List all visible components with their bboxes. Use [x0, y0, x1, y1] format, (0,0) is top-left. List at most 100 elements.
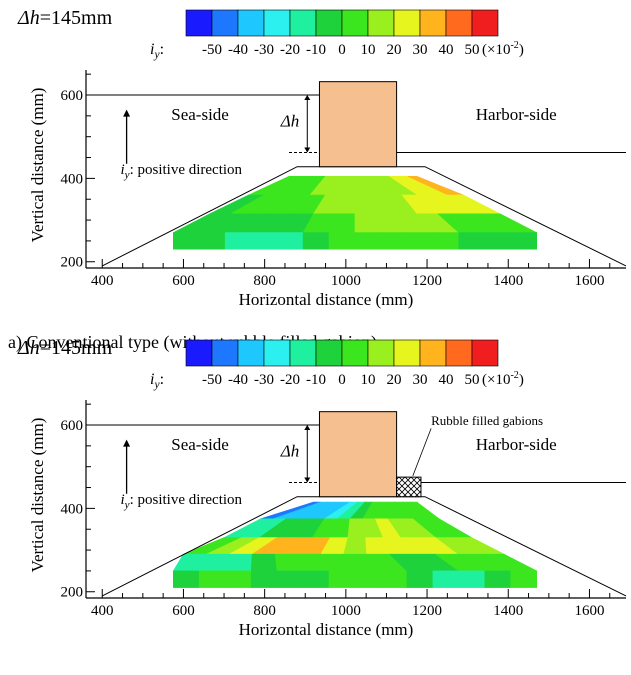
y-tick-label: 600 [61, 418, 84, 434]
y-tick-label: 400 [61, 501, 84, 517]
positive-direction-label: iy: positive direction [121, 162, 243, 181]
colorbar-swatch [237, 9, 265, 37]
colorbar-tick-label: -10 [306, 372, 326, 388]
positive-direction-subscript: y [124, 499, 130, 511]
contour-cell [276, 232, 304, 250]
contour-cell [224, 553, 253, 572]
contour-cell [458, 570, 486, 588]
contour-cell [484, 570, 512, 588]
colorbar-tick-label: -20 [280, 372, 300, 388]
colorbar-tick-label: -50 [202, 42, 222, 58]
contour-cell [224, 570, 252, 588]
colorbar-scale-suffix: ) [519, 372, 524, 388]
colorbar-tick-label: -40 [228, 42, 248, 58]
x-tick-label: 600 [172, 603, 195, 619]
positive-direction-arrow-head [123, 439, 131, 447]
x-tick-label: 1400 [493, 273, 523, 289]
contour-cell [380, 570, 408, 588]
x-tick-label: 400 [91, 273, 114, 289]
x-tick-label: 1000 [331, 273, 361, 289]
caisson [318, 411, 398, 498]
colorbar-tick-label: 10 [361, 372, 376, 388]
contour-cell [250, 232, 278, 250]
colorbar-scale-prefix: (×10 [482, 372, 510, 388]
delta-h-arrow-head-up [304, 95, 311, 101]
contour-cell [173, 570, 200, 588]
contour-field [173, 176, 538, 250]
colorbar-swatch [315, 9, 343, 37]
colorbar-symbol: iy: [150, 41, 164, 61]
colorbar-swatch [367, 339, 395, 367]
contour-cell [250, 570, 278, 588]
colorbar-scale-suffix: ) [519, 42, 524, 58]
x-tick-label: 400 [91, 603, 114, 619]
contour-cell [276, 570, 304, 588]
x-tick-label: 1200 [412, 603, 442, 619]
rubble-filled-gabion [396, 476, 422, 498]
colorbar-swatch [211, 9, 239, 37]
structure: Δh Rubble filled gabions Sea-side Harbor-si… [90, 411, 627, 597]
colorbar-tick-label: 20 [387, 42, 402, 58]
contour-cell [406, 570, 434, 588]
delta-h-symbol: Δh [17, 337, 40, 359]
colorbar-symbol-text: : [160, 41, 164, 58]
delta-h-value: =145mm [40, 337, 113, 359]
positive-direction-subscript: y [124, 169, 130, 181]
colorbar-tick-label: -30 [254, 372, 274, 388]
positive-direction-symbol: i [121, 162, 125, 178]
structure: Δh Sea-side Harbor-side iy: positive direct… [90, 81, 627, 267]
colorbar-scale-exp: -2 [510, 40, 518, 51]
contour-cell [380, 232, 408, 250]
y-tick-label: 400 [61, 171, 84, 187]
colorbar-swatch [289, 339, 317, 367]
contour-cell [328, 232, 356, 250]
colorbar-swatch [419, 9, 447, 37]
colorbar-swatch [367, 9, 395, 37]
contour-cell [173, 232, 200, 250]
colorbar-symbol-text: : [160, 371, 164, 388]
delta-h-value: =145mm [40, 7, 113, 29]
x-tick-label: 600 [172, 273, 195, 289]
x-tick-label: 1000 [331, 603, 361, 619]
colorbar-tick-label: -10 [306, 42, 326, 58]
caisson [318, 81, 398, 168]
positive-direction-text: : positive direction [130, 162, 243, 178]
colorbar-swatch [471, 9, 499, 37]
harbor-side-label: Harbor-side [476, 435, 557, 454]
contour-cell [198, 232, 226, 250]
colorbar-symbol-symbol: i [150, 371, 154, 388]
delta-h-marker: Δh [280, 441, 299, 460]
colorbar-tick-label: 50 [465, 42, 480, 58]
contour-cell [224, 232, 252, 250]
positive-direction-text: : positive direction [130, 492, 243, 508]
contour-cell [510, 232, 538, 250]
delta-h-symbol: Δh [17, 7, 40, 29]
contour-cell [354, 232, 382, 250]
contour-cell [302, 232, 330, 250]
positive-direction-label: iy: positive direction [121, 492, 243, 511]
colorbar-swatch [393, 339, 421, 367]
colorbar-tick-label: 40 [439, 372, 454, 388]
colorbar-swatch [211, 339, 239, 367]
sea-side-label: Sea-side [171, 105, 229, 124]
colorbar-tick-label: -30 [254, 42, 274, 58]
y-tick-label: 600 [61, 88, 84, 104]
contour-cell [354, 570, 382, 588]
colorbar: iy: -50 -40 -30 -20 -10 0 10 20 30 40 50 (×10-2) [150, 9, 524, 61]
colorbar-tick-label: -40 [228, 372, 248, 388]
colorbar-tick-label: -50 [202, 372, 222, 388]
y-axis-title: Vertical distance (mm) [28, 418, 47, 573]
delta-h-arrow-head-up [304, 425, 311, 431]
harbor-side-label: Harbor-side [476, 105, 557, 124]
colorbar-scale-exp: -2 [510, 370, 518, 381]
contour-cell [432, 232, 460, 250]
contour-cell [343, 537, 368, 555]
colorbar-swatch [185, 339, 213, 367]
colorbar-scale-prefix: (×10 [482, 42, 510, 58]
contour-cell [328, 570, 356, 588]
colorbar-swatch [263, 339, 291, 367]
colorbar-scale-label: (×10-2) [482, 40, 524, 58]
colorbar-swatch [289, 9, 317, 37]
positive-direction-symbol: i [121, 492, 125, 508]
